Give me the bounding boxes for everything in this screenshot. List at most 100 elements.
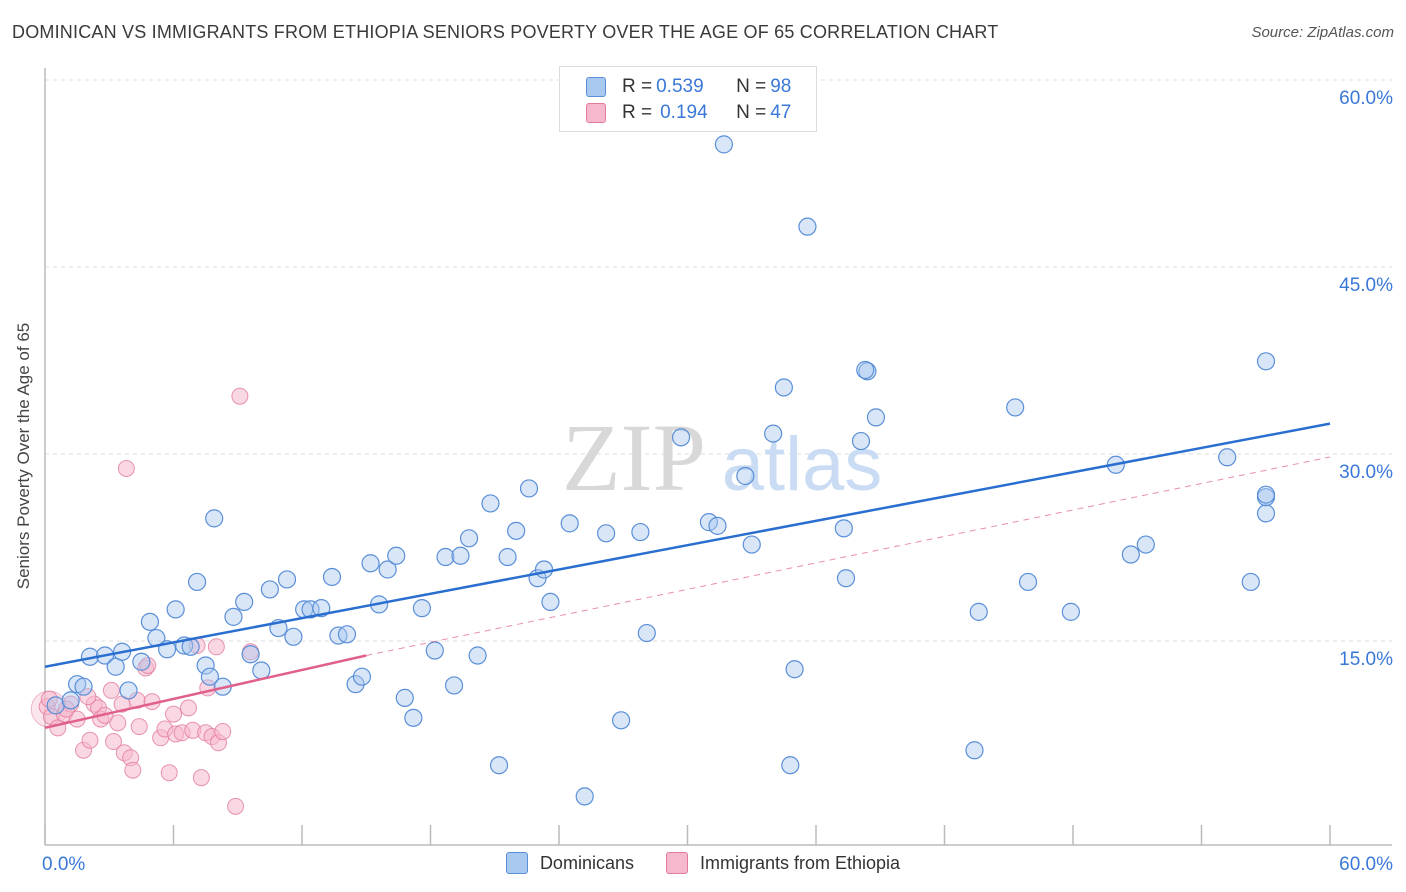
data-point-dominicans (1256, 504, 1276, 523)
data-point-dominicans (1061, 602, 1080, 621)
data-point-dominicans (1018, 572, 1038, 592)
legend-label-dominicans: Dominicans (539, 852, 634, 873)
data-point-dominicans (519, 479, 539, 498)
data-point-dominicans (856, 360, 875, 380)
data-point-dominicans (196, 656, 215, 675)
legend-item-dominicans[interactable]: Dominicans (505, 852, 634, 874)
data-point-dominicans (412, 599, 432, 618)
data-point-dominicans (187, 572, 207, 592)
legend-n-value: 98 (770, 76, 792, 97)
data-point-dominicans (612, 711, 631, 730)
data-point-ethiopia (109, 714, 127, 732)
series-legend: Dominicans Immigrants from Ethiopia (0, 852, 1406, 874)
y-tick-label: 45.0% (1339, 275, 1393, 296)
data-point-ethiopia (160, 764, 178, 782)
data-point-dominicans (352, 667, 372, 686)
data-point-dominicans (742, 535, 761, 554)
trend-lines (44, 422, 1331, 730)
data-point-dominicans (631, 522, 650, 542)
data-point-dominicans (436, 547, 455, 567)
data-point-dominicans (252, 661, 271, 680)
data-point-dominicans (798, 217, 817, 236)
data-point-dominicans (444, 676, 464, 695)
data-point-dominicans (1218, 448, 1237, 467)
data-point-ethiopia (117, 460, 135, 478)
data-point-dominicans (468, 646, 487, 665)
source-label: Source: ZipAtlas.com (1251, 24, 1394, 41)
data-point-dominicans (61, 691, 80, 710)
x-tick-label: 0.0% (42, 854, 85, 875)
data-point-ethiopia (79, 688, 97, 706)
legend-swatch-pink (586, 103, 606, 123)
data-point-dominicans (507, 521, 526, 540)
y-axis-label: Seniors Poverty Over the Age of 65 (14, 323, 34, 589)
legend-swatch-pink (665, 852, 688, 874)
data-point-dominicans (836, 569, 856, 588)
watermark-zip: ZIP (562, 404, 706, 511)
data-point-dominicans (834, 519, 853, 538)
data-point-dominicans (774, 378, 793, 397)
data-point-dominicans (337, 625, 357, 644)
data-point-dominicans (866, 408, 886, 427)
legend-item-ethiopia[interactable]: Immigrants from Ethiopia (665, 852, 901, 874)
data-point-dominicans (785, 660, 804, 679)
y-axis-label-text: Seniors Poverty Over the Age of 65 (14, 322, 33, 590)
legend-swatch-blue (586, 77, 606, 97)
data-point-dominicans (260, 580, 279, 599)
data-point-dominicans (969, 602, 988, 621)
legend-r-value: 0.539 (656, 76, 704, 97)
tick-labels: 15.0% 30.0% 45.0% 60.0% 0.0% 60.0% (42, 88, 1393, 875)
data-point-dominicans (284, 627, 303, 646)
data-point-dominicans (541, 592, 560, 612)
data-point-dominicans (312, 599, 331, 618)
data-point-dominicans (361, 554, 380, 573)
data-point-dominicans (425, 641, 444, 660)
data-point-dominicans (205, 509, 224, 528)
data-point-ethiopia (102, 681, 120, 699)
data-point-dominicans (560, 514, 579, 533)
data-point-ethiopia (124, 761, 142, 779)
data-point-dominicans (235, 592, 254, 612)
data-point-dominicans (241, 645, 260, 664)
data-point-dominicans (714, 135, 734, 154)
legend-row-ethiopia: R = 0.194 N = 47 (586, 100, 791, 126)
data-point-ethiopia (130, 718, 148, 736)
data-point-ethiopia (165, 705, 182, 723)
data-point-dominicans (451, 546, 470, 565)
data-point-dominicans (708, 516, 727, 535)
data-point-dominicans (781, 756, 800, 775)
data-point-dominicans (764, 424, 783, 443)
data-point-dominicans (534, 560, 554, 579)
data-point-dominicans (106, 657, 125, 676)
data-point-dominicans (671, 428, 691, 447)
data-point-dominicans (132, 652, 151, 671)
data-point-dominicans (637, 623, 656, 643)
data-point-dominicans (140, 612, 160, 631)
data-point-dominicans (322, 567, 342, 587)
data-point-dominicans (224, 607, 243, 626)
series-ethiopia-points (30, 387, 260, 815)
data-point-dominicans (575, 787, 594, 806)
legend-label-ethiopia: Immigrants from Ethiopia (699, 852, 901, 873)
data-point-dominicans (119, 681, 138, 700)
legend-r-label: R = (622, 76, 653, 97)
legend-n-label: N = (736, 76, 767, 97)
data-point-dominicans (1256, 352, 1276, 371)
data-point-dominicans (346, 675, 365, 694)
watermark: ZIP atlas (562, 404, 882, 511)
data-point-dominicans (1256, 485, 1276, 504)
data-point-dominicans (1136, 535, 1155, 554)
data-point-dominicans (481, 494, 500, 513)
data-point-dominicans (277, 570, 297, 589)
data-point-ethiopia (81, 731, 99, 749)
data-point-dominicans (378, 560, 397, 579)
legend-r-value: 0.194 (660, 102, 708, 123)
legend-row-dominicans: R = 0.539 N = 98 (586, 74, 791, 100)
legend-swatch-blue (505, 852, 528, 874)
data-point-ethiopia (57, 700, 75, 718)
data-point-dominicans (597, 524, 616, 543)
data-point-dominicans (74, 677, 93, 696)
data-point-dominicans (459, 529, 479, 548)
x-tick-label: 60.0% (1339, 854, 1393, 875)
data-point-ethiopia (214, 723, 232, 741)
